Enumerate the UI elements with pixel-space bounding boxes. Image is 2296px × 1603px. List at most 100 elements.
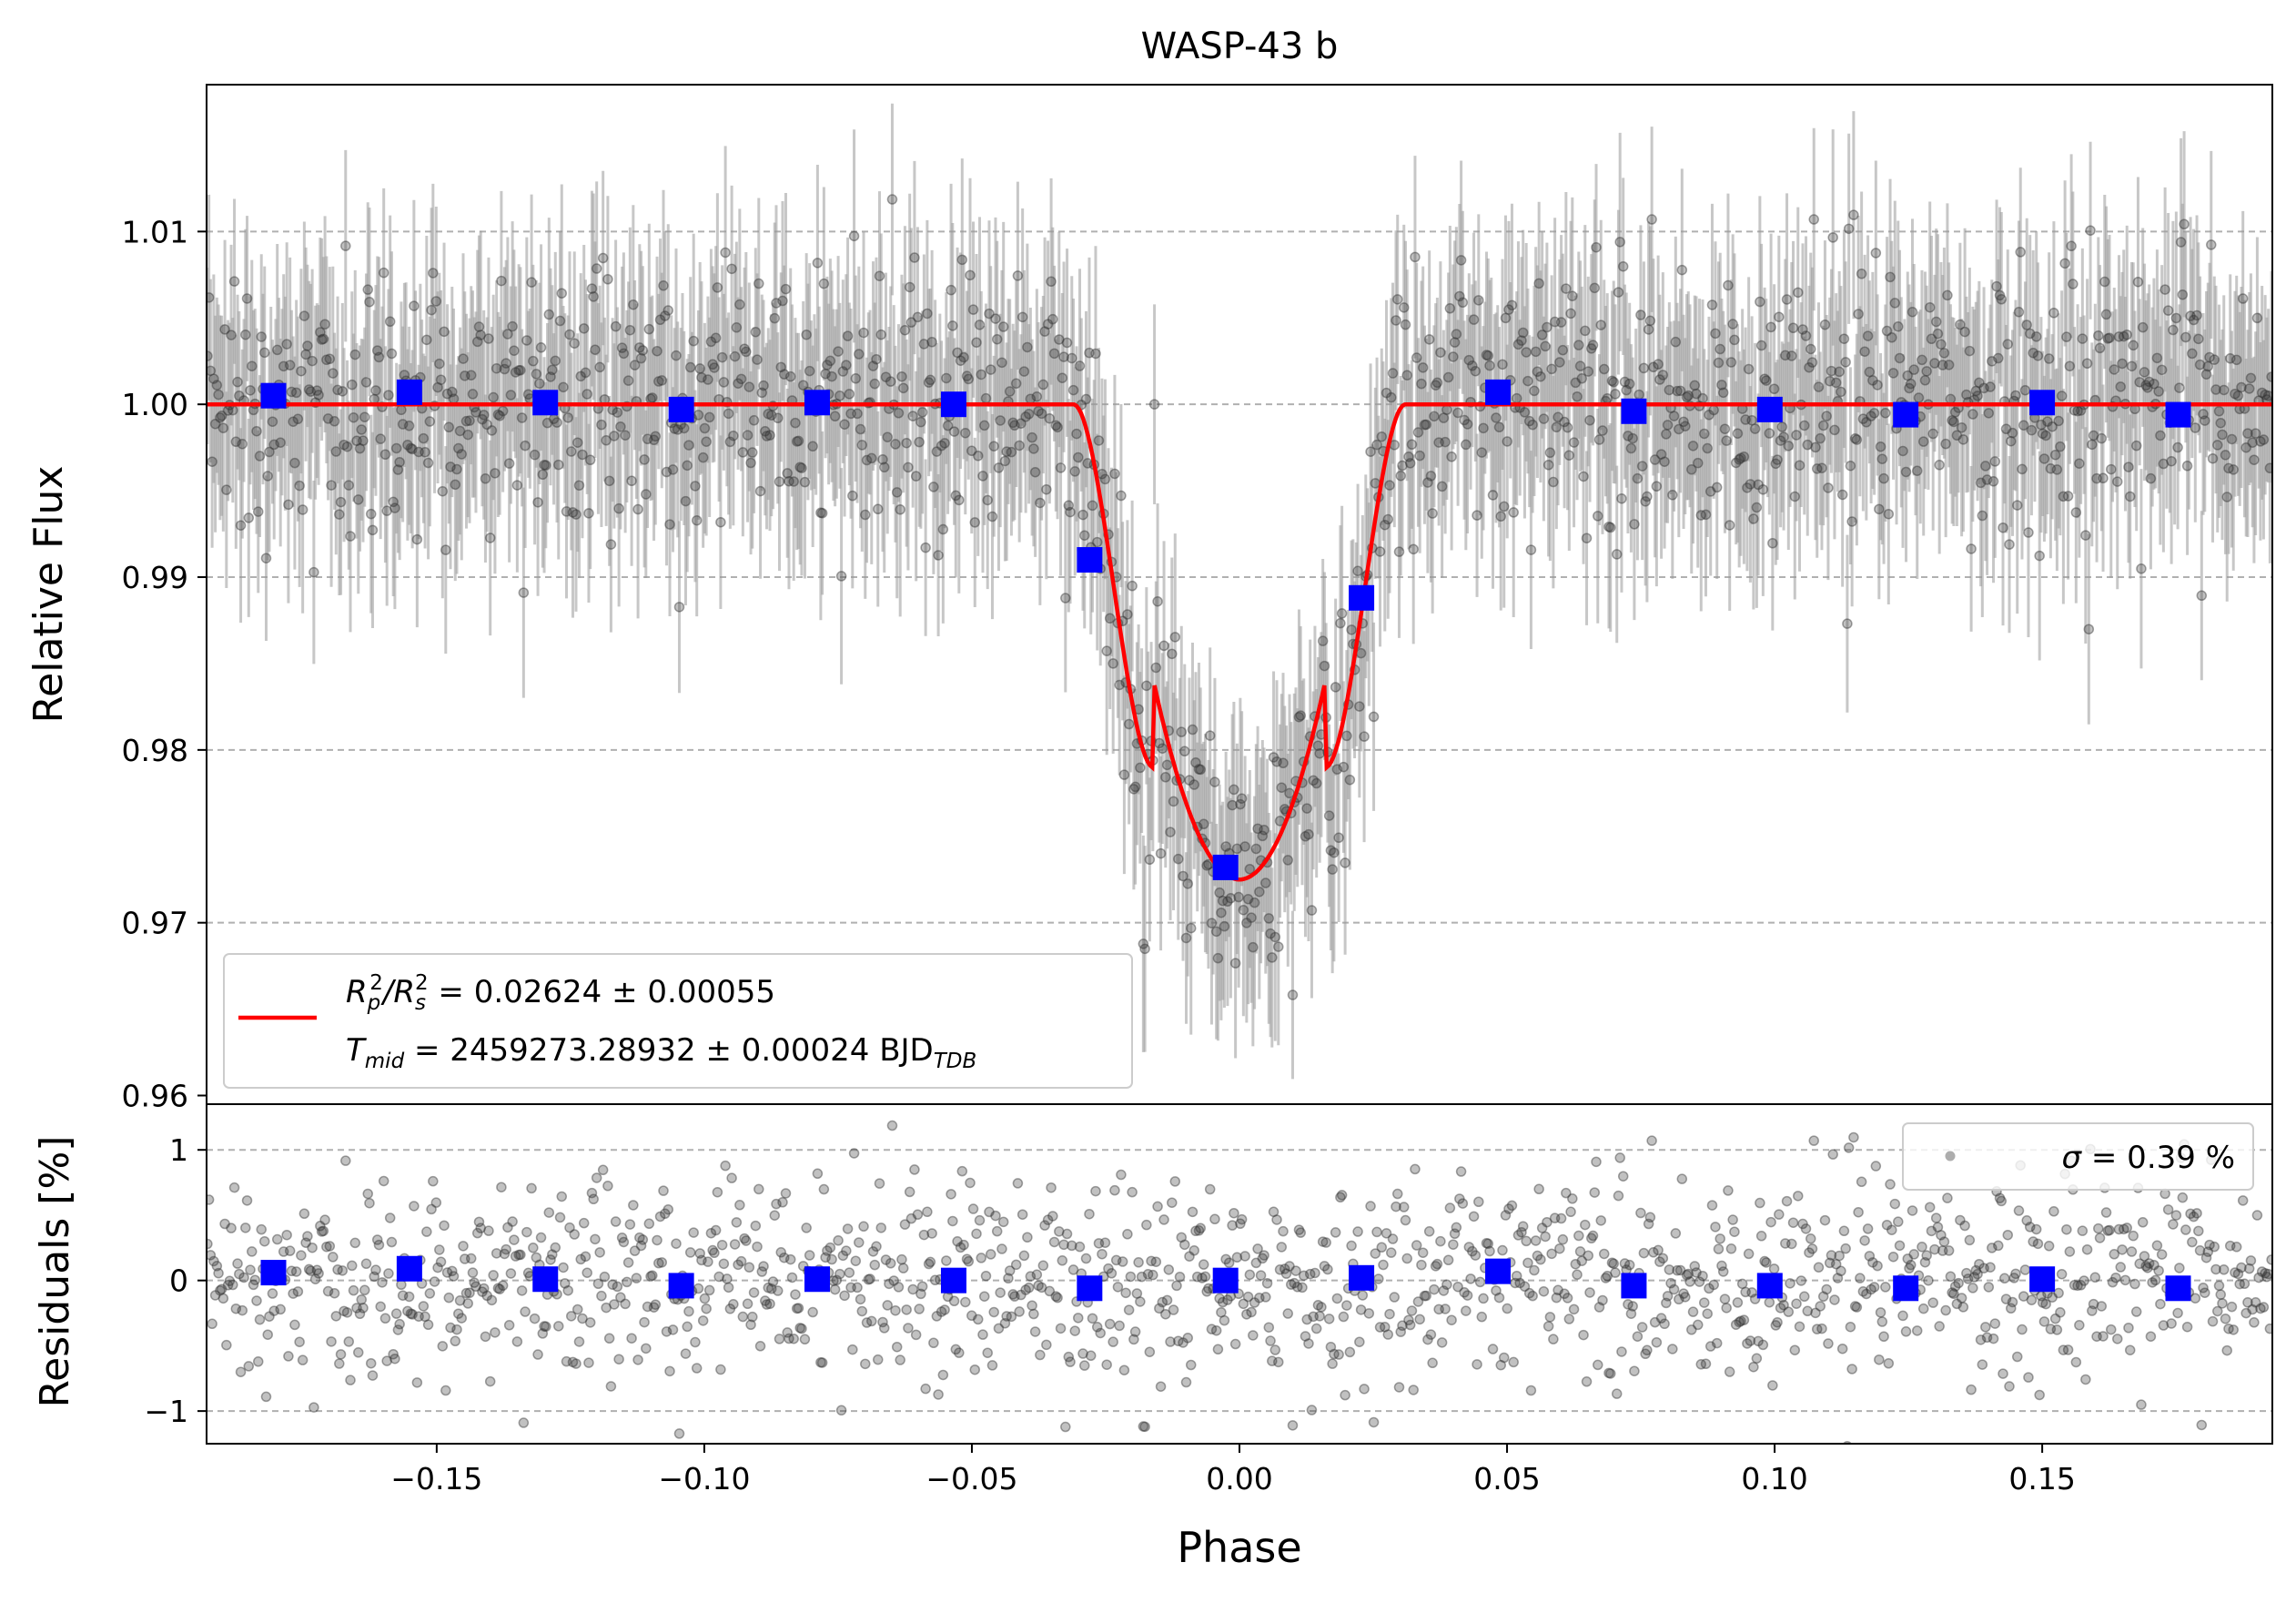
data-point [2255,436,2266,447]
data-point [965,269,976,281]
data-point [847,490,858,502]
data-point [318,333,329,345]
data-point [456,449,468,460]
residual-point [1657,1253,1669,1264]
residual-point [752,1241,763,1253]
data-point [209,418,221,430]
data-point [1598,363,1610,375]
residual-point [531,1252,542,1263]
residual-point [1755,1197,1765,1209]
residual-point [926,1228,937,1239]
data-point [1617,260,1629,272]
data-point [1651,481,1663,492]
data-point [1167,648,1178,660]
data-point [1975,477,1987,489]
residual-point [807,1306,818,1318]
data-point [834,391,845,401]
data-point [1508,507,1519,518]
residual-point [1642,1344,1653,1356]
data-point [1397,460,1408,472]
data-point [2064,360,2076,371]
data-point [837,366,849,377]
residual-point [509,1234,520,1245]
residual-point [358,1303,369,1314]
residual-point [1455,1166,1467,1177]
residual-point [475,1223,486,1233]
data-point [471,336,483,348]
residual-point [1794,1321,1805,1333]
residual-point [1714,1233,1725,1244]
data-point [2137,321,2149,333]
residual-point [1674,1264,1686,1276]
data-point [2055,441,2066,452]
residual-point [402,1305,413,1317]
data-point [1263,913,1275,924]
residual-point [1791,1298,1802,1309]
data-point [920,542,931,553]
data-point [1408,543,1419,555]
data-point [1934,460,1945,471]
residual-point [772,1285,784,1296]
residual-point [1554,1243,1565,1254]
data-point [1491,412,1502,423]
residual-point [632,1354,643,1365]
residual-point [1472,1359,1482,1370]
residual-point [2074,1320,2085,1331]
data-point [447,386,458,398]
residual-point [1201,1286,1212,1297]
data-point [575,370,586,382]
binned-point [260,382,287,409]
residual-point [1636,1322,1648,1333]
residual-point [1710,1222,1721,1233]
residual-point [754,1341,766,1352]
data-point [1429,411,1440,422]
residual-point [956,1165,968,1177]
data-point [1691,388,1702,400]
residual-point [1206,1324,1218,1334]
residual-point [597,1164,609,1176]
residual-point [1538,1285,1550,1297]
residual-point [1219,1314,1230,1326]
residual-point [1613,1190,1624,1202]
residual-point [2081,1243,2093,1255]
data-point [743,381,755,392]
residual-point [683,1305,694,1317]
residual-point [837,1250,849,1262]
residual-point [2128,1230,2139,1242]
residual-point [641,1343,652,1354]
data-point [1014,440,1025,451]
residual-point [1530,1235,1542,1246]
residual-point [1248,1330,1259,1341]
data-point [1084,347,1095,359]
residual-point [1298,1270,1310,1282]
residual-point [1273,1356,1284,1368]
residual-point [2061,1223,2072,1235]
residual-point [1694,1276,1705,1287]
data-point [1802,439,1813,451]
data-point [724,436,736,448]
data-point [565,446,577,457]
data-point [1562,421,1573,433]
residual-point [1783,1306,1795,1317]
residual-point [829,1283,841,1295]
residual-point [351,1303,362,1314]
residual-point [547,1249,558,1260]
residual-point [602,1181,613,1192]
data-point [958,351,969,363]
residual-point [1290,1265,1301,1276]
residual-point [583,1357,594,1368]
data-point [1902,370,1914,381]
residual-point [1097,1248,1108,1260]
data-point [752,354,763,365]
data-point [510,367,521,378]
residual-point [2137,1217,2149,1228]
residual-point [2139,1251,2150,1262]
residual-point [1595,1215,1606,1226]
residual-point [1007,1289,1018,1300]
data-point [543,309,555,320]
data-point [926,337,937,348]
data-point [1540,340,1551,352]
data-point [2256,387,2268,399]
residual-point [1629,1365,1640,1376]
data-point [379,449,391,461]
